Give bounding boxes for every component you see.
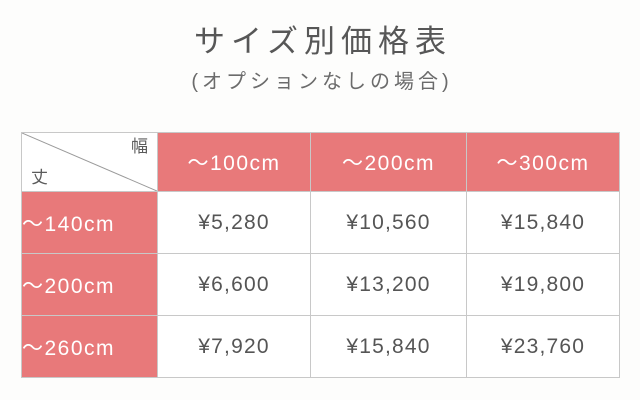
- row-header-3: ～260cm: [21, 315, 158, 378]
- row-header-1: ～140cm: [21, 191, 158, 254]
- page-title: サイズ別価格表: [193, 24, 453, 59]
- column-header-1: ～100cm: [157, 132, 311, 192]
- price-cell-r3c3: ¥23,760: [466, 315, 620, 378]
- table-row: ～140cm ¥5,280 ¥10,560 ¥15,840: [21, 191, 620, 254]
- price-cell-r1c2: ¥10,560: [310, 191, 467, 254]
- page-subtitle: (オプションなしの場合): [191, 71, 453, 93]
- price-table: 幅 丈 ～100cm ～200cm ～300cm ～140cm ¥5,280 ¥…: [21, 132, 620, 378]
- table-row: ～200cm ¥6,600 ¥13,200 ¥19,800: [21, 253, 620, 316]
- price-cell-r2c2: ¥13,200: [310, 253, 467, 316]
- table-header-row: 幅 丈 ～100cm ～200cm ～300cm: [21, 132, 620, 192]
- table-row: ～260cm ¥7,920 ¥15,840 ¥23,760: [21, 315, 620, 378]
- table-corner-cell: 幅 丈: [21, 132, 158, 192]
- column-header-3: ～300cm: [466, 132, 620, 192]
- column-header-2: ～200cm: [310, 132, 467, 192]
- diagonal-divider-icon: [22, 133, 157, 191]
- price-cell-r1c1: ¥5,280: [157, 191, 311, 254]
- corner-width-label: 幅: [131, 137, 148, 156]
- row-header-2: ～200cm: [21, 253, 158, 316]
- price-cell-r3c2: ¥15,840: [310, 315, 467, 378]
- price-cell-r2c1: ¥6,600: [157, 253, 311, 316]
- price-cell-r3c1: ¥7,920: [157, 315, 311, 378]
- price-cell-r2c3: ¥19,800: [466, 253, 620, 316]
- heading-block: サイズ別価格表 (オプションなしの場合): [0, 22, 640, 95]
- price-cell-r1c3: ¥15,840: [466, 191, 620, 254]
- corner-length-label: 丈: [31, 168, 48, 187]
